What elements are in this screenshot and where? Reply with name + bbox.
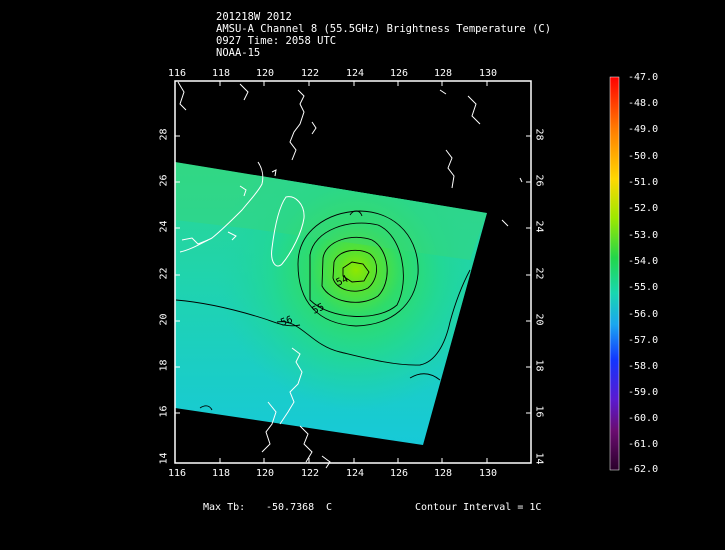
lat-tick-label: 14	[533, 452, 545, 465]
max-tb-label: Max Tb:	[203, 502, 246, 513]
lon-tick-label: 122	[301, 68, 320, 79]
lon-tick-label: 116	[168, 468, 187, 479]
contour-lines	[175, 210, 471, 411]
colorbar-label: -56.0	[628, 309, 659, 320]
lon-tick-label: 118	[212, 468, 231, 479]
colorbar-label: -62.0	[628, 464, 659, 475]
title-line-product: AMSU-A Channel 8 (55.5GHz) Brightness Te…	[216, 23, 552, 35]
colorbar-label: -54.0	[628, 256, 659, 267]
colorbar-label: -52.0	[628, 203, 659, 214]
lon-tick-label: 116	[168, 68, 187, 79]
lat-tick-label: 16	[533, 405, 545, 418]
colorbar-label: -51.0	[628, 177, 659, 188]
max-tb-unit: C	[326, 502, 333, 513]
lon-tick-label: 126	[390, 468, 409, 479]
lon-tick-label: 126	[390, 68, 409, 79]
lat-tick-label: 22	[158, 267, 170, 280]
lon-tick-label: 120	[256, 468, 275, 479]
colorbar-label: -47.0	[628, 72, 659, 83]
lon-tick-label: 124	[346, 68, 365, 79]
title-line-storm: 201218W 2012	[216, 11, 292, 23]
contour-label-56: 56	[279, 314, 294, 328]
lon-tick-label: 130	[479, 68, 498, 79]
lon-tick-label: 124	[346, 468, 365, 479]
lat-tick-label: 24	[158, 220, 170, 233]
lon-tick-label: 130	[479, 468, 498, 479]
lat-tick-label: 22	[533, 267, 545, 280]
lon-tick-label: 128	[434, 468, 453, 479]
lat-tick-label: 18	[158, 359, 170, 372]
lat-tick-label: 28	[533, 128, 545, 141]
lat-tick-label: 24	[533, 220, 545, 233]
tick-marks	[175, 81, 531, 463]
colorbar-label: -60.0	[628, 413, 659, 424]
lat-tick-label: 28	[158, 128, 170, 141]
colorbar-label: -55.0	[628, 282, 659, 293]
max-tb-value: -50.7368	[266, 502, 315, 513]
colorbar-label: -58.0	[628, 361, 659, 372]
map-frame	[174, 80, 532, 464]
taiwan-outline	[271, 196, 305, 267]
title-line-satellite: NOAA-15	[216, 47, 261, 59]
brightness-temperature-swath	[175, 162, 487, 445]
coastlines	[177, 81, 523, 469]
colorbar-label: -50.0	[628, 151, 659, 162]
lat-tick-label: 18	[533, 359, 545, 372]
colorbar	[609, 76, 620, 471]
lat-tick-label: 20	[533, 313, 545, 326]
map-title: 201218W 2012 AMSU-A Channel 8 (55.5GHz) …	[216, 11, 551, 59]
colorbar-label: -61.0	[628, 439, 659, 450]
lat-tick-label: 26	[533, 174, 545, 187]
lon-tick-label: 122	[301, 468, 320, 479]
lat-tick-label: 20	[158, 313, 170, 326]
lon-tick-label: 120	[256, 68, 275, 79]
title-line-time: 0927 Time: 2058 UTC	[216, 35, 337, 47]
contour-interval: Contour Interval = 1C	[415, 502, 542, 513]
colorbar-label: -57.0	[628, 335, 659, 346]
lat-tick-label: 14	[158, 452, 170, 465]
colorbar-label: -48.0	[628, 98, 659, 109]
contour-value-labels: 54 55 56	[279, 274, 350, 329]
colorbar-label: -59.0	[628, 387, 659, 398]
lat-tick-label: 16	[158, 405, 170, 418]
lat-tick-label: 26	[158, 174, 170, 187]
contour-label-55: 55	[311, 302, 327, 317]
lon-tick-label: 128	[434, 68, 453, 79]
colorbar-label: -49.0	[628, 124, 659, 135]
contour-label-54: 54	[335, 274, 351, 289]
lon-tick-label: 118	[212, 68, 231, 79]
colorbar-label: -53.0	[628, 230, 659, 241]
